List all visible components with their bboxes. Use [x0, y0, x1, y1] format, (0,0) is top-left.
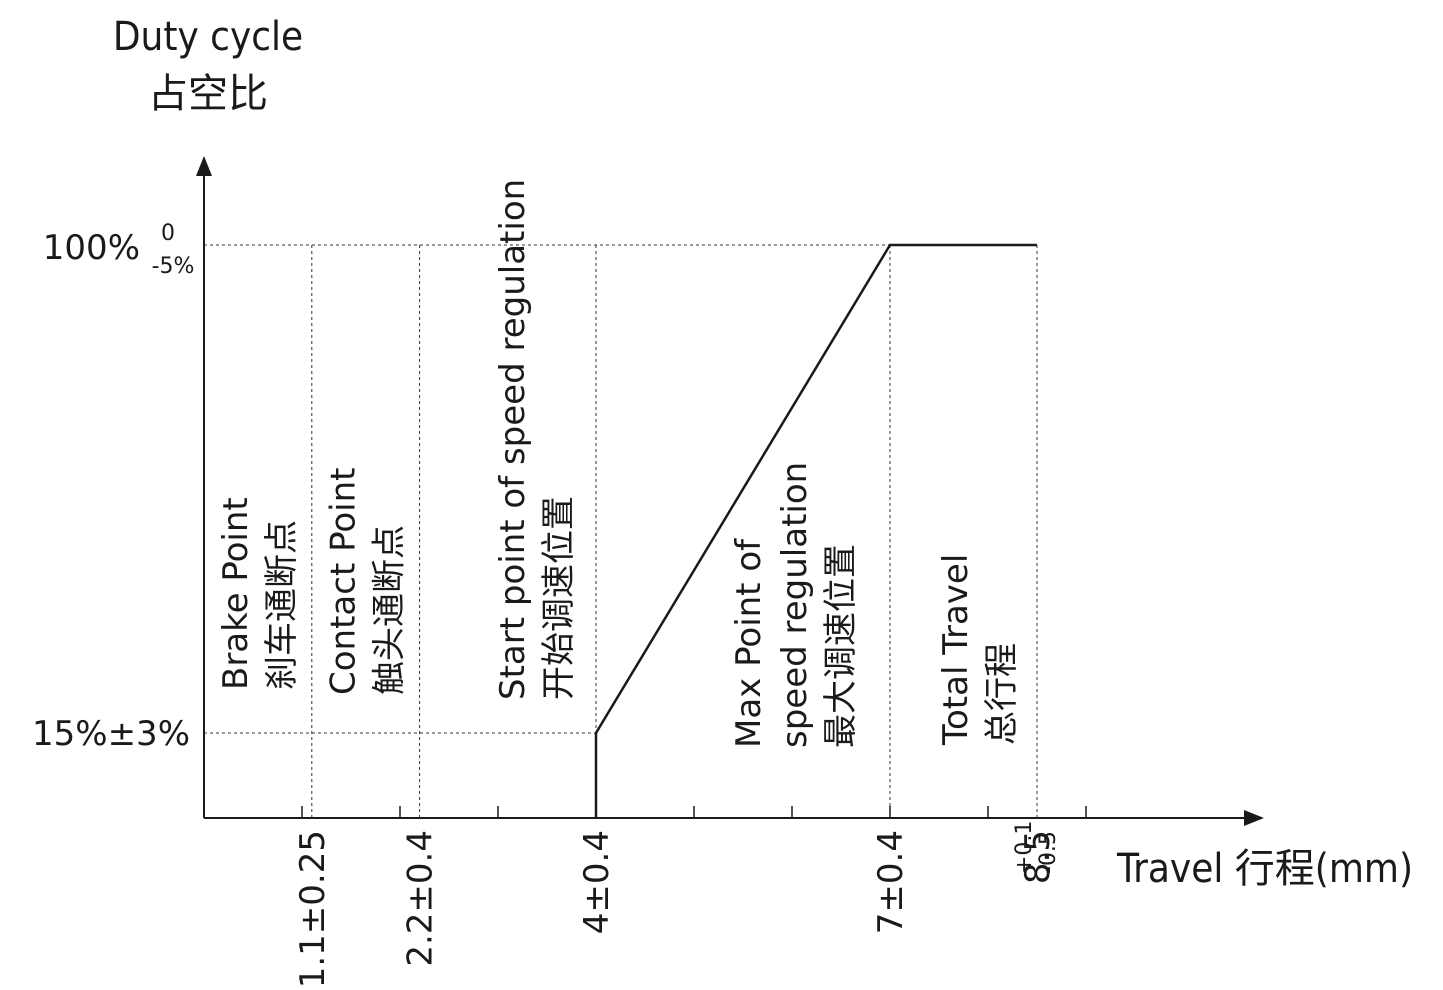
- guide-lines: [204, 244, 1038, 818]
- annotation-4-line-2: speed regulation: [775, 462, 815, 748]
- annotation-2-line-2: 触头通断点: [370, 525, 410, 695]
- x-tick-label-2: 2.2±0.4: [401, 830, 441, 967]
- x-tick-text: 7±0.4: [871, 830, 911, 934]
- y-tick-label-100: 100%: [43, 228, 140, 268]
- annotation-text: 开始调速位置: [539, 496, 579, 700]
- annotation-text: 最大调速位置: [821, 544, 861, 748]
- x-tick-text: 4±0.4: [577, 830, 617, 934]
- annotation-text: 触头通断点: [370, 525, 410, 695]
- annotation-text: speed regulation: [775, 462, 815, 748]
- annotation-text: Max Point of: [729, 538, 769, 748]
- annotation-text: Contact Point: [324, 467, 364, 695]
- y-axis-title-cn: 占空比: [148, 71, 268, 117]
- y-axis-title: Duty cycle: [113, 14, 303, 60]
- annotation-3-line-1: Start point of speed regulation: [493, 179, 533, 700]
- annotation-2-line-1: Contact Point: [324, 467, 364, 695]
- annotation-text: Total Travel: [936, 554, 976, 746]
- duty-cycle-series: [594, 243, 1037, 818]
- annotation-1-line-2: 刹车通断点: [262, 520, 302, 690]
- x-tick-label-5: 8.5+0.1 -0.5: [1012, 821, 1061, 885]
- annotation-1-line-1: Brake Point: [216, 497, 256, 690]
- x-tick-text: 2.2±0.4: [401, 830, 441, 967]
- x-axis-title: Travel 行程(mm): [1116, 846, 1413, 892]
- x-tick-labels: 1.1±0.25 2.2±0.4 4±0.4 7±0.4 8.5+0.1 -0.5: [293, 821, 1061, 989]
- x-tick-label-1: 1.1±0.25: [293, 830, 333, 988]
- x-tick-tol-upper: +0.1: [1012, 821, 1037, 874]
- annotation-text: Brake Point: [216, 497, 256, 690]
- annotation-text: 刹车通断点: [262, 520, 302, 690]
- y-tick-tol-lower: -5%: [152, 254, 195, 279]
- x-tick-label-4: 7±0.4: [871, 830, 911, 934]
- annotation-4-line-1: Max Point of: [729, 538, 769, 748]
- annotation-text: 总行程: [982, 643, 1022, 745]
- y-tick-tol-upper: 0: [161, 221, 175, 246]
- annotation-5-line-2: 总行程: [982, 643, 1022, 745]
- annotations: Brake Point 刹车通断点 Contact Point 触头通断点 Start …: [216, 179, 1022, 748]
- x-tick-text: 8.5: [1018, 830, 1058, 884]
- annotation-3-line-2: 开始调速位置: [539, 496, 579, 700]
- series-layer: [594, 243, 1037, 818]
- x-tick-tol-lower: -0.5: [1036, 831, 1061, 874]
- annotation-text: Start point of speed regulation: [493, 179, 533, 700]
- annotation-5-line-1: Total Travel: [936, 554, 976, 746]
- x-tick-text: 1.1±0.25: [293, 830, 333, 988]
- y-tick-labels: 100% 0 -5% 15%±3%: [32, 221, 194, 754]
- y-tick-label-15: 15%±3%: [32, 714, 190, 754]
- x-tick-label-3: 4±0.4: [577, 830, 617, 934]
- annotation-4-line-3: 最大调速位置: [821, 544, 861, 748]
